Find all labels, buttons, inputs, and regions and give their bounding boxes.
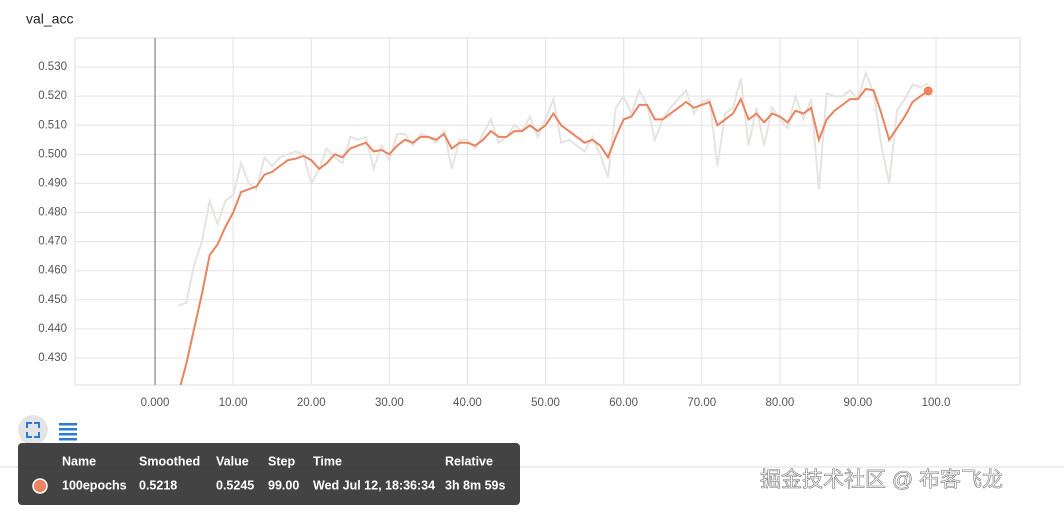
x-tick-label: 60.00 <box>609 397 638 409</box>
grid: 0.430 0.440 0.450 0.460 0.470 0.480 0.490 0.500… <box>38 37 1021 409</box>
tooltip-header: Name <box>62 454 96 468</box>
list-icon[interactable] <box>59 423 77 441</box>
y-tick-label: 0.470 <box>38 236 67 248</box>
tooltip-cell: Wed Jul 12, 18:36:34 <box>313 478 435 492</box>
tooltip-header: Smoothed <box>139 454 200 468</box>
tooltip: Name Smoothed Value Step Time Relative 100epoc… <box>18 443 520 505</box>
y-tick-label: 0.450 <box>38 294 67 306</box>
tooltip-cell: 3h 8m 59s <box>445 478 506 492</box>
tooltip-swatch <box>32 478 48 494</box>
x-tick-label: 70.00 <box>687 397 716 409</box>
watermark: 掘金技术社区 @ 布客飞龙 <box>760 469 1003 492</box>
x-tick-label: 30.00 <box>375 397 404 409</box>
tooltip-header: Value <box>216 454 249 468</box>
tooltip-name: 100epochs <box>62 478 127 492</box>
x-tick-label: 10.00 <box>219 397 248 409</box>
plot <box>178 69 929 385</box>
y-tick-label: 0.530 <box>38 61 67 73</box>
end-point <box>923 86 933 96</box>
y-tick-label: 0.510 <box>38 119 67 131</box>
expand-icon[interactable] <box>18 415 48 445</box>
x-tick-label: 0.000 <box>141 397 170 409</box>
tooltip-bg <box>18 443 520 505</box>
x-tick-label: 90.00 <box>844 397 873 409</box>
tooltip-header: Time <box>313 454 342 468</box>
x-tick-label: 40.00 <box>453 397 482 409</box>
y-tick-label: 0.460 <box>38 265 67 277</box>
plot-frame <box>74 37 1021 386</box>
x-tick-label: 100.0 <box>922 397 951 409</box>
x-tick-label: 80.00 <box>765 397 794 409</box>
x-tick-label: 50.00 <box>531 397 560 409</box>
tooltip-cell: 0.5218 <box>139 478 177 492</box>
raw-line <box>178 69 929 307</box>
chart-title: val_acc <box>26 11 73 27</box>
y-tick-label: 0.440 <box>38 323 67 335</box>
y-tick-label: 0.430 <box>38 352 67 364</box>
smoothed-line <box>179 87 929 385</box>
tooltip-cell: 0.5245 <box>216 478 254 492</box>
y-tick-label: 0.480 <box>38 207 67 219</box>
x-tick-label: 20.00 <box>297 397 326 409</box>
tooltip-header: Relative <box>445 454 493 468</box>
tooltip-cell: 99.00 <box>268 478 299 492</box>
y-tick-label: 0.490 <box>38 177 67 189</box>
tooltip-header: Step <box>268 454 295 468</box>
y-tick-label: 0.500 <box>38 148 67 160</box>
y-tick-label: 0.520 <box>38 90 67 102</box>
